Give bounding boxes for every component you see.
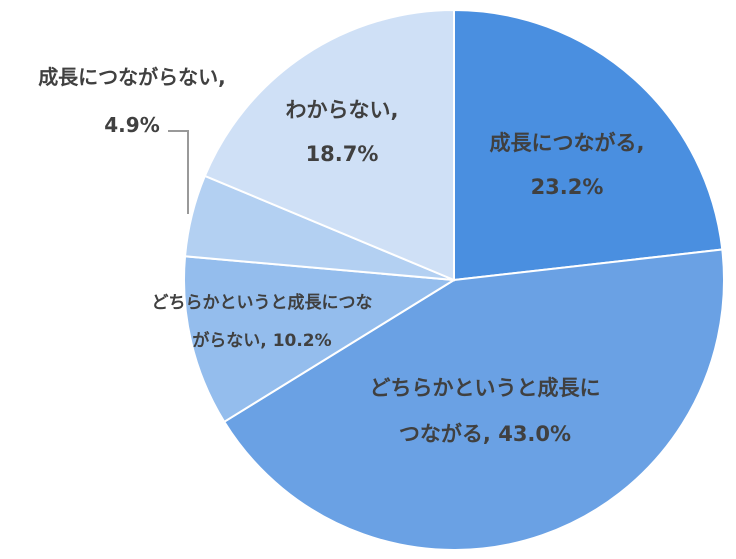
- data-label-0-line-1: 23.2%: [531, 175, 604, 199]
- slice-0: [453, 8, 724, 282]
- data-label-2-line-1: がらない, 10.2%: [192, 330, 331, 351]
- pie-slices: [183, 8, 725, 551]
- slice-4: [203, 8, 455, 282]
- data-label-2-line-0: どちらかというと成長につな: [152, 292, 373, 313]
- leader-line: [168, 130, 189, 214]
- slice-2: [183, 255, 458, 424]
- data-label-0-line-0: 成長につながる,: [490, 131, 645, 155]
- data-label-1-line-0: どちらかというと成長に: [370, 376, 601, 400]
- data-label-4-line-0: わからない,: [286, 98, 399, 122]
- data-label-3-line-1: 4.9%: [104, 113, 159, 137]
- data-label-3-line-0: 成長につながらない,: [38, 65, 226, 89]
- data-label-1-line-1: つながる, 43.0%: [399, 422, 571, 446]
- data-label-4-line-1: 18.7%: [306, 142, 379, 166]
- slice-1: [222, 248, 725, 551]
